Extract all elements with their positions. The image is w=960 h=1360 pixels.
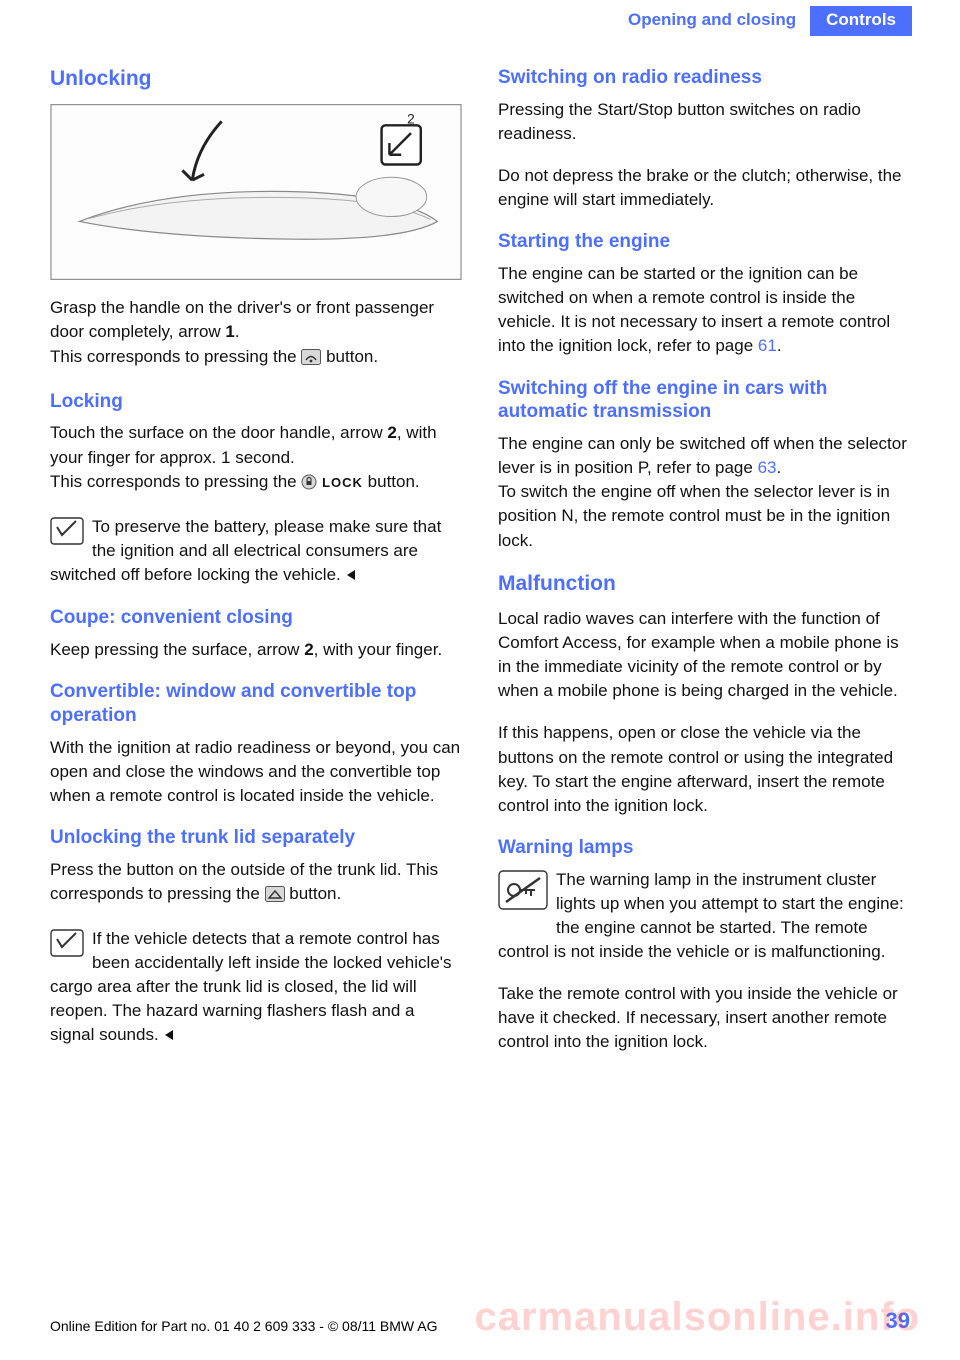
heading-switchoff: Switching off the engine in cars with au… — [498, 377, 910, 425]
warning-p1: The warning lamp in the instrument clust… — [498, 868, 910, 965]
door-handle-figure: 2 — [50, 102, 462, 282]
locking-note: To preserve the battery, please make sur… — [50, 515, 462, 588]
unlock-remote-icon — [301, 348, 321, 372]
warning-p2: Take the remote control with you inside … — [498, 982, 910, 1054]
right-column: Switching on radio readiness Pressing th… — [498, 66, 910, 1073]
locking-t1: Touch the surface on the door handle, ar… — [50, 423, 387, 442]
coupe-arrow2: 2 — [304, 640, 313, 659]
trunk-note-text: If the vehicle detects that a remote con… — [50, 929, 452, 1045]
trunk-remote-icon — [265, 885, 285, 909]
note-icon — [50, 517, 84, 552]
left-column: Unlocking — [50, 66, 462, 1073]
malfunction-p2: If this happens, open or close the vehic… — [498, 721, 910, 818]
svg-text:2: 2 — [407, 112, 415, 127]
locking-note-text: To preserve the battery, please make sur… — [50, 517, 441, 584]
heading-unlocking: Unlocking — [50, 66, 462, 92]
start-body: The engine can be started or the ignitio… — [498, 262, 910, 359]
page-ref-61[interactable]: 61 — [758, 336, 777, 355]
page-number: 39 — [886, 1308, 910, 1334]
header-chapter: Opening and closing — [628, 6, 810, 36]
start-t2: . — [777, 336, 782, 355]
coupe-t2: , with your finger. — [314, 640, 443, 659]
page-ref-63[interactable]: 63 — [758, 458, 777, 477]
heading-start: Starting the engine — [498, 230, 910, 254]
radio-p2: Do not depress the brake or the clutch; … — [498, 164, 910, 212]
coupe-t1: Keep pressing the surface, arrow — [50, 640, 304, 659]
note-icon — [50, 929, 84, 964]
unlocking-body: Grasp the handle on the driver's or fron… — [50, 296, 462, 371]
key-warning-icon — [498, 870, 548, 917]
trunk-body: Press the button on the outside of the t… — [50, 858, 462, 909]
heading-radio: Switching on radio readiness — [498, 66, 910, 90]
lock-word: LOCK — [322, 475, 363, 490]
switchoff-body: The engine can only be switched off when… — [498, 432, 910, 553]
page-content: Unlocking — [0, 36, 960, 1073]
locking-t3: but​ton. — [368, 472, 420, 491]
heading-coupe: Coupe: convenient closing — [50, 606, 462, 630]
lock-remote-icon — [301, 473, 317, 497]
locking-body: Touch the surface on the door handle, ar… — [50, 421, 462, 496]
page-footer: Online Edition for Part no. 01 40 2 609 … — [50, 1308, 910, 1334]
coupe-body: Keep pressing the surface, arrow 2, with… — [50, 638, 462, 662]
end-marker-icon — [345, 564, 357, 588]
footer-edition: Online Edition for Part no. 01 40 2 609 … — [50, 1318, 438, 1334]
start-t1: The engine can be started or the ignitio… — [498, 264, 890, 355]
heading-locking: Locking — [50, 390, 462, 414]
header-section: Controls — [810, 6, 912, 36]
switchoff-t1: The engine can only be switched off when… — [498, 434, 907, 477]
end-marker-icon — [163, 1024, 175, 1048]
heading-warning: Warning lamps — [498, 836, 910, 860]
warning-p1-text: The warning lamp in the instrument clust… — [498, 870, 904, 961]
heading-malfunction: Malfunction — [498, 571, 910, 597]
locking-arrow2: 2 — [387, 423, 396, 442]
trunk-note: If the vehicle detects that a remote con… — [50, 927, 462, 1049]
heading-trunk: Unlocking the trunk lid separately — [50, 826, 462, 850]
malfunction-p1: Local radio waves can interfere with the… — [498, 607, 910, 704]
page-header: Opening and closing Controls — [0, 0, 960, 36]
radio-p1: Pressing the Start/Stop button switches … — [498, 98, 910, 146]
convertible-body: With the ignition at radio readiness or … — [50, 736, 462, 808]
heading-convertible: Convertible: window and convertible top … — [50, 680, 462, 728]
